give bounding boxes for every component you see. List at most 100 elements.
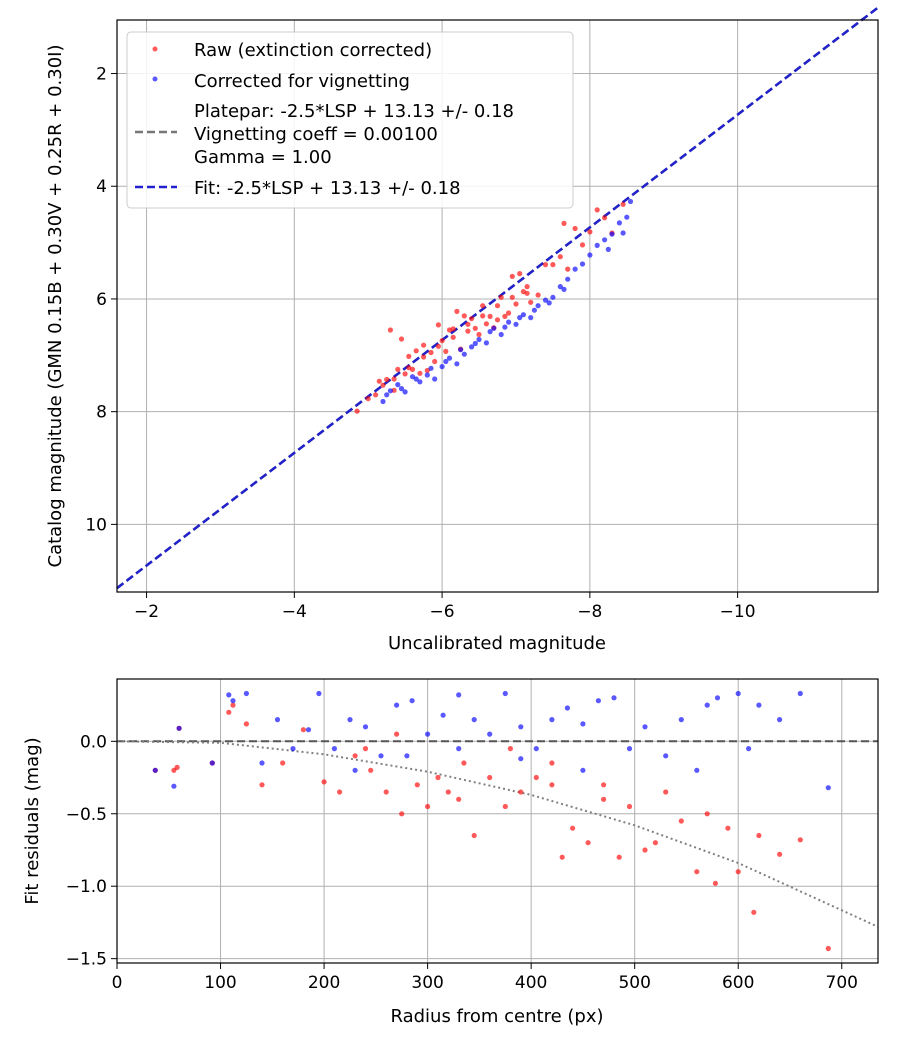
corrected-point <box>694 767 700 773</box>
corrected-point <box>387 388 393 394</box>
corrected-point <box>454 361 460 367</box>
corrected-point <box>432 376 438 382</box>
x-tick-label: 0 <box>112 973 123 993</box>
raw-point <box>472 325 478 331</box>
corrected-point <box>347 717 353 723</box>
raw-point <box>471 832 477 839</box>
raw-point <box>461 313 467 319</box>
x-tick-label: −10 <box>720 602 756 622</box>
bottom-scatter-points <box>152 690 831 952</box>
y-tick-label: 2 <box>96 65 107 85</box>
corrected-point <box>352 767 358 773</box>
raw-point <box>450 326 456 332</box>
raw-point <box>421 342 427 348</box>
legend-label-vignetting: Vignetting coeff = 0.00100 <box>194 124 438 145</box>
raw-point <box>480 303 486 309</box>
raw-point <box>557 254 563 260</box>
corrected-point <box>230 698 236 704</box>
raw-point <box>432 358 438 365</box>
raw-point <box>280 760 286 766</box>
raw-point <box>542 262 549 268</box>
x-tick-label: 200 <box>308 973 340 993</box>
fit-line <box>116 6 879 590</box>
bottom-plot-frame <box>116 678 879 964</box>
corrected-point <box>797 690 803 697</box>
raw-point <box>226 709 232 715</box>
raw-point <box>751 909 757 915</box>
raw-point <box>402 371 408 377</box>
corrected-point <box>409 374 416 380</box>
corrected-point <box>627 198 634 205</box>
x-tick-label: 100 <box>204 973 236 993</box>
raw-point <box>797 837 803 843</box>
raw-point <box>620 201 626 207</box>
corrected-point <box>580 721 586 727</box>
raw-point <box>380 382 386 388</box>
corrected-point <box>550 294 556 300</box>
corrected-point <box>274 717 281 723</box>
raw-point <box>565 266 571 272</box>
raw-point <box>230 702 236 708</box>
corrected-point <box>487 329 493 335</box>
corrected-point <box>469 344 475 350</box>
raw-point <box>465 328 471 334</box>
raw-point <box>450 334 456 340</box>
legend-marker-corrected <box>152 76 158 82</box>
bottom-axis-ticks: 0 100 200 300 400 500 600 700 0.0 −0.5 −1.0 −1.5 <box>66 732 858 993</box>
x-tick-label: −4 <box>282 602 307 622</box>
corrected-point <box>394 702 400 708</box>
raw-point <box>445 789 451 795</box>
corrected-point <box>624 214 630 220</box>
corrected-point <box>777 717 783 723</box>
x-tick-label: 400 <box>515 973 547 993</box>
raw-point <box>518 789 524 795</box>
raw-point <box>435 322 441 328</box>
corrected-point <box>714 695 721 701</box>
raw-point <box>694 869 700 875</box>
corrected-point <box>533 746 539 752</box>
raw-point <box>509 294 515 300</box>
corrected-point <box>506 319 512 325</box>
raw-point <box>561 220 567 226</box>
corrected-point <box>498 331 504 338</box>
raw-point <box>498 294 504 300</box>
raw-point <box>494 317 501 323</box>
raw-point <box>376 378 382 384</box>
raw-point <box>725 825 731 831</box>
corrected-point <box>502 324 508 330</box>
corrected-point <box>380 398 386 405</box>
top-y-axis-label: Catalog magnitude (GMN 0.15B + 0.30V + 0… <box>45 44 66 567</box>
y-tick-label: −1.0 <box>66 877 107 897</box>
raw-point <box>394 731 400 737</box>
corrected-point <box>605 246 611 252</box>
y-tick-label: 4 <box>96 177 107 197</box>
legend-box <box>126 31 574 209</box>
raw-point <box>513 301 519 307</box>
raw-point <box>439 338 445 344</box>
raw-point <box>579 242 586 248</box>
corrected-point <box>620 230 626 236</box>
raw-point <box>487 313 493 319</box>
raw-point <box>454 308 460 314</box>
corrected-point <box>746 746 752 752</box>
raw-point <box>469 316 475 322</box>
legend-marker-raw <box>152 46 158 52</box>
corrected-point <box>518 756 524 762</box>
raw-point <box>414 782 420 788</box>
corrected-point <box>440 712 446 718</box>
raw-point <box>572 225 578 232</box>
top-plot-frame <box>116 19 879 593</box>
y-tick-label: 8 <box>96 403 107 423</box>
raw-point <box>406 353 412 359</box>
corrected-point <box>456 746 462 752</box>
corrected-point <box>642 724 648 730</box>
raw-point <box>321 779 327 785</box>
raw-point <box>337 789 343 795</box>
x-tick-label: 500 <box>618 973 650 993</box>
bottom-y-axis-label: Fit residuals (mag) <box>22 737 43 904</box>
y-tick-label: 10 <box>85 515 107 535</box>
corrected-point <box>518 724 524 730</box>
raw-point <box>524 284 530 290</box>
raw-point <box>494 303 501 309</box>
